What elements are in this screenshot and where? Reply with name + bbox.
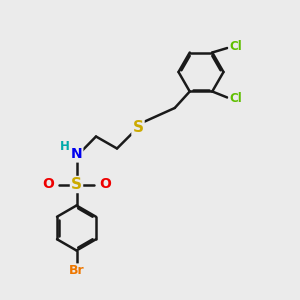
Text: O: O — [42, 178, 54, 191]
Text: Cl: Cl — [229, 40, 242, 53]
Text: Cl: Cl — [229, 92, 242, 106]
Text: O: O — [99, 178, 111, 191]
Text: Br: Br — [69, 264, 84, 278]
Text: S: S — [71, 177, 82, 192]
Text: N: N — [71, 148, 82, 161]
Text: S: S — [133, 120, 143, 135]
Text: H: H — [60, 140, 70, 154]
